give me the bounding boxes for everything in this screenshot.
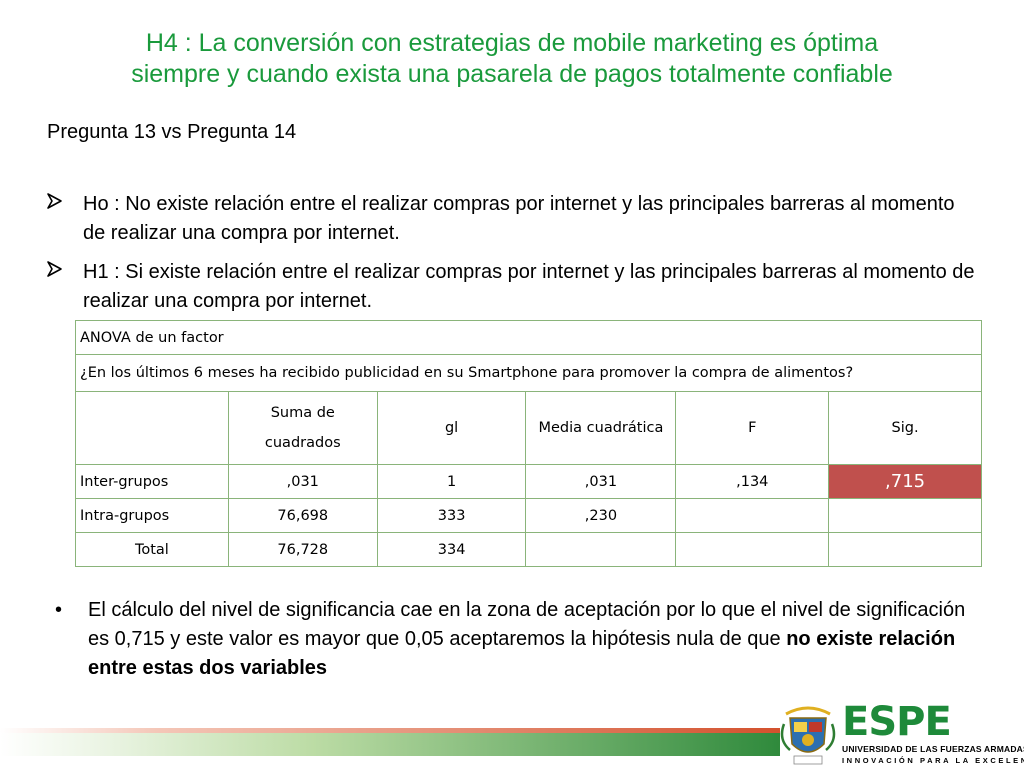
table-row: Intra-grupos 76,698 333 ,230 bbox=[75, 498, 982, 533]
espe-wordmark: ESPE bbox=[842, 699, 952, 745]
cell-f bbox=[675, 498, 830, 533]
anova-question: ¿En los últimos 6 meses ha recibido publ… bbox=[75, 354, 982, 392]
header-f: F bbox=[675, 391, 830, 465]
conclusion-text-plain: El cálculo del nivel de significancia ca… bbox=[88, 599, 966, 650]
anova-question-row: ¿En los últimos 6 meses ha recibido publ… bbox=[75, 354, 982, 392]
hypothesis-null-text: Ho : No existe relación entre el realiza… bbox=[83, 193, 955, 244]
cell-gl: 334 bbox=[376, 532, 527, 567]
coat-of-arms-icon bbox=[780, 700, 836, 768]
row-label: Inter-grupos bbox=[75, 464, 229, 499]
arrow-bullet-icon bbox=[45, 259, 73, 288]
slide-title-line2: siempre y cuando exista una pasarela de … bbox=[131, 60, 893, 88]
cell-media: ,031 bbox=[525, 464, 677, 499]
header-suma: Suma de cuadrados bbox=[227, 391, 378, 465]
slide-subtitle: Pregunta 13 vs Pregunta 14 bbox=[47, 121, 297, 143]
hypothesis-null: Ho : No existe relación entre el realiza… bbox=[45, 190, 975, 248]
anova-title: ANOVA de un factor bbox=[75, 320, 982, 355]
university-name: UNIVERSIDAD DE LAS FUERZAS ARMADAS bbox=[842, 744, 1024, 754]
hypothesis-alt: H1 : Si existe relación entre el realiza… bbox=[45, 258, 975, 316]
header-suma-line2: cuadrados bbox=[264, 435, 341, 451]
cell-suma: 76,698 bbox=[227, 498, 378, 533]
cell-f: ,134 bbox=[675, 464, 830, 499]
anova-title-row: ANOVA de un factor bbox=[75, 320, 982, 355]
anova-table: ANOVA de un factor ¿En los últimos 6 mes… bbox=[75, 320, 982, 567]
table-row: Inter-grupos ,031 1 ,031 ,134 ,715 bbox=[75, 464, 982, 499]
cell-gl: 1 bbox=[376, 464, 527, 499]
espe-logo: ESPE UNIVERSIDAD DE LAS FUERZAS ARMADAS … bbox=[780, 700, 1024, 768]
conclusion-text-bold: no existe relación entre estas dos varia… bbox=[88, 628, 956, 679]
row-label: Intra-grupos bbox=[75, 498, 229, 533]
anova-header-row: Suma de cuadrados gl Media cuadrática F … bbox=[75, 391, 982, 465]
header-media: Media cuadrática bbox=[525, 391, 677, 465]
header-blank bbox=[75, 391, 229, 465]
slide-title-line1: H4 : La conversión con estrategias de mo… bbox=[145, 29, 879, 57]
row-label: Total bbox=[75, 532, 229, 567]
cell-gl: 333 bbox=[376, 498, 527, 533]
bullet-dot: • bbox=[55, 599, 63, 621]
footer-bar bbox=[0, 728, 780, 756]
cell-sig bbox=[828, 532, 982, 567]
cell-media bbox=[525, 532, 677, 567]
university-motto: INNOVACIÓN PARA LA EXCELENCIA bbox=[842, 756, 1024, 765]
cell-f bbox=[675, 532, 830, 567]
table-row: Total 76,728 334 bbox=[75, 532, 982, 567]
cell-sig-highlight: ,715 bbox=[828, 464, 982, 499]
cell-suma: ,031 bbox=[227, 464, 378, 499]
cell-suma: 76,728 bbox=[227, 532, 378, 567]
hypothesis-alt-text: H1 : Si existe relación entre el realiza… bbox=[83, 261, 975, 312]
footer-stripe bbox=[0, 728, 780, 733]
header-gl: gl bbox=[376, 391, 527, 465]
cell-sig bbox=[828, 498, 982, 533]
header-suma-line1: Suma de bbox=[270, 405, 335, 421]
conclusion: • El cálculo del nivel de significancia … bbox=[55, 596, 975, 683]
header-sig: Sig. bbox=[828, 391, 982, 465]
slide-title: H4 : La conversión con estrategias de mo… bbox=[20, 28, 1004, 90]
arrow-bullet-icon bbox=[45, 191, 73, 220]
cell-media: ,230 bbox=[525, 498, 677, 533]
conclusion-text: El cálculo del nivel de significancia ca… bbox=[88, 596, 975, 683]
